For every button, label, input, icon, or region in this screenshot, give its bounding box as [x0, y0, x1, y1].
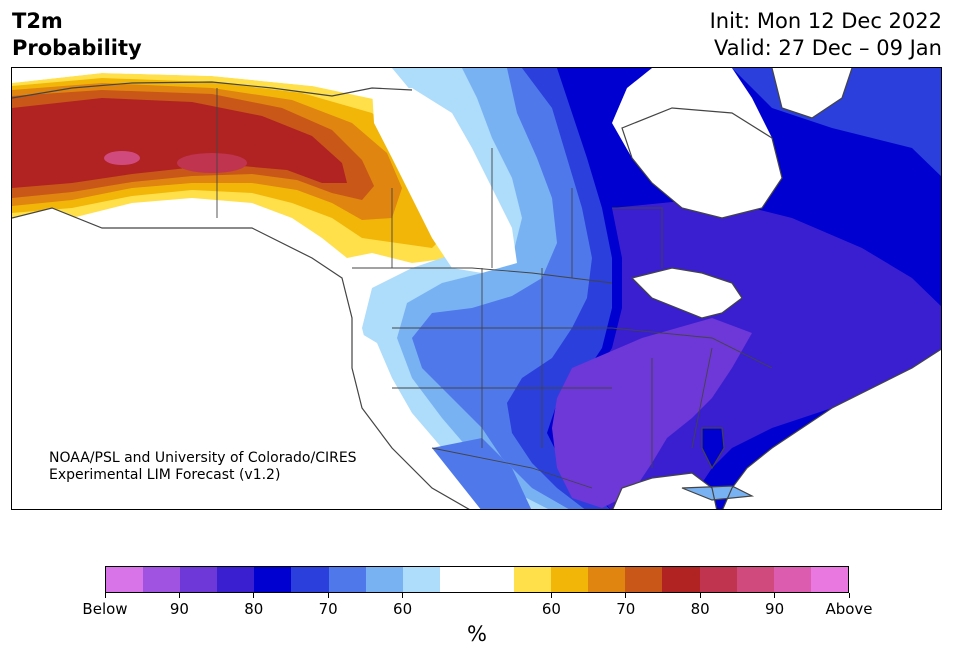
hudson-bay — [622, 108, 782, 218]
mexico-cold — [432, 438, 532, 509]
warm-region-core — [177, 153, 247, 173]
colorbar-segment — [143, 567, 181, 592]
colorbar-tick-label: 80 — [244, 600, 264, 618]
colorbar-segment — [625, 567, 663, 592]
colorbar-units: % — [467, 622, 487, 646]
colorbar-segment — [291, 567, 329, 592]
colorbar-tick-mark — [699, 593, 701, 598]
colorbar-tick-label: Below — [82, 600, 128, 618]
forecast-credit: NOAA/PSL and University of Colorado/CIRE… — [49, 450, 357, 484]
colorbar-tick-label: 90 — [169, 600, 189, 618]
colorbar-tick-mark — [104, 593, 106, 598]
colorbar-tick-label: 90 — [765, 600, 785, 618]
title-line-2: Probability — [12, 36, 142, 60]
colorbar-segment — [736, 567, 774, 592]
colorbar-tick-mark — [848, 593, 850, 598]
colorbar-tick-label: 70 — [616, 600, 636, 618]
colorbar-tick-label: 60 — [393, 600, 413, 618]
colorbar-segment — [328, 567, 366, 592]
colorbar-tick-label: 60 — [541, 600, 561, 618]
title-line-1: T2m — [12, 9, 63, 33]
political-borders — [216, 88, 773, 489]
colorbar-tick-mark — [327, 593, 329, 598]
map-panel — [11, 67, 942, 510]
warm-region-core-2 — [104, 151, 140, 165]
gulf-of-mexico — [612, 473, 717, 509]
probability-colorbar — [105, 566, 849, 593]
cuba — [682, 486, 752, 500]
colorbar-segment — [662, 567, 700, 592]
credit-line-1: NOAA/PSL and University of Colorado/CIRE… — [49, 450, 357, 466]
colorbar-tick-mark — [625, 593, 627, 598]
colorbar-tick-label: 70 — [318, 600, 338, 618]
credit-line-2: Experimental LIM Forecast (v1.2) — [49, 467, 281, 483]
warm-region-90 — [12, 98, 347, 188]
colorbar-segment — [180, 567, 218, 592]
colorbar-segment — [699, 567, 737, 592]
colorbar-tick-mark — [774, 593, 776, 598]
great-lakes — [632, 268, 742, 318]
colorbar-segment — [514, 567, 552, 592]
colorbar-tick-mark — [550, 593, 552, 598]
colorbar-segment — [217, 567, 255, 592]
colorbar-tick-mark — [178, 593, 180, 598]
colorbar-tick-mark — [402, 593, 404, 598]
colorbar-segment — [773, 567, 811, 592]
colorbar-segment — [106, 567, 144, 592]
arctic-ocean-gap — [12, 68, 392, 86]
baffin-bay — [772, 68, 852, 118]
pacific-ocean — [12, 208, 469, 509]
map-title: T2m Probability — [12, 8, 142, 62]
colorbar-segment — [476, 567, 515, 592]
neutral-region-center — [372, 88, 517, 273]
north-america-probability-map — [12, 68, 941, 509]
colorbar-tick-mark — [253, 593, 255, 598]
coastlines — [12, 68, 941, 509]
colorbar-segment — [402, 567, 440, 592]
forecast-dates: Init: Mon 12 Dec 2022 Valid: 27 Dec – 09… — [710, 8, 942, 62]
init-date: Init: Mon 12 Dec 2022 — [709, 9, 942, 33]
colorbar-segment — [588, 567, 626, 592]
colorbar-segment — [551, 567, 589, 592]
atlantic-ocean — [722, 349, 941, 509]
colorbar-tick-label: 80 — [690, 600, 710, 618]
valid-range: Valid: 27 Dec – 09 Jan — [713, 36, 942, 60]
colorbar-tick-label: Above — [825, 600, 873, 618]
colorbar-segment — [810, 567, 848, 592]
colorbar-segment — [439, 567, 477, 592]
colorbar-segment — [365, 567, 403, 592]
colorbar-segment — [254, 567, 292, 592]
